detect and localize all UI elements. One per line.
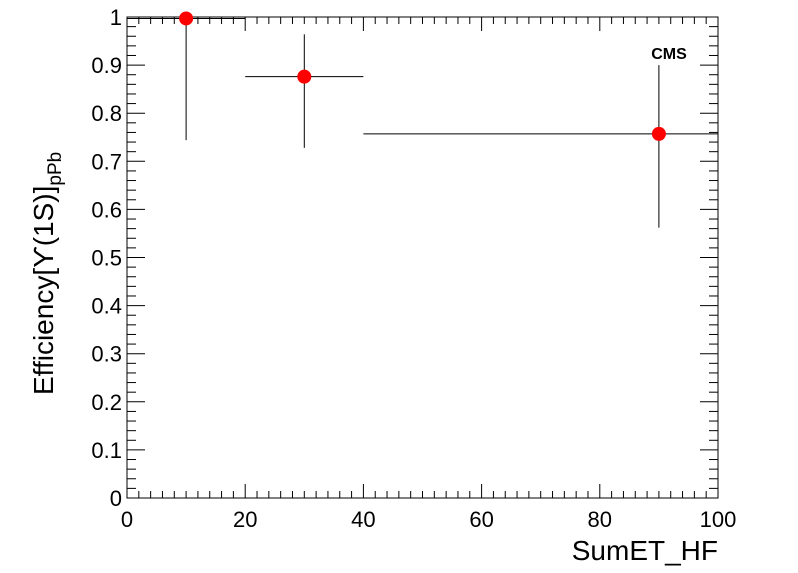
x-tick-label: 20	[233, 507, 257, 532]
x-tick-label: 100	[700, 507, 737, 532]
plot-frame	[126, 16, 719, 499]
y-tick-label: 0.5	[91, 246, 122, 271]
y-axis-title-subscript: pPb	[45, 152, 66, 186]
y-tick-label: 0.1	[91, 438, 122, 463]
y-axis-title: Efficiency[ϒ(1S)]pPb	[28, 152, 66, 395]
x-tick-label: 0	[121, 507, 133, 532]
y-tick-label: 0.6	[91, 197, 122, 222]
cms-label: CMS	[651, 46, 687, 63]
y-tick-label: 0	[110, 486, 122, 511]
data-point	[297, 69, 312, 84]
x-tick-label: 80	[588, 507, 612, 532]
y-axis-title-tail: (1S)]	[28, 186, 59, 247]
y-tick-label: 0.7	[91, 149, 122, 174]
y-axis-title-symbol: ϒ	[28, 246, 59, 268]
data-point	[179, 11, 194, 26]
y-tick-label: 0.4	[91, 294, 122, 319]
axis-ticks	[126, 16, 719, 499]
x-tick-label: 60	[469, 507, 493, 532]
data-markers	[179, 11, 666, 141]
error-bars	[127, 17, 718, 228]
x-axis-title: SumET_HF	[572, 535, 718, 566]
x-tick-labels: 0 20 40 60 80 100	[121, 507, 736, 532]
y-axis-title-main: Efficiency[	[28, 268, 59, 395]
y-tick-label: 0.8	[91, 101, 122, 126]
y-tick-labels: 0 0.1 0.2 0.3 0.4 0.5 0.6 0.7 0.8 0.9 1	[91, 5, 122, 511]
y-tick-label: 0.2	[91, 390, 122, 415]
y-tick-label: 0.3	[91, 342, 122, 367]
y-tick-label: 0.9	[91, 53, 122, 78]
x-tick-label: 40	[351, 507, 375, 532]
data-point	[651, 126, 666, 141]
y-tick-label: 1	[110, 5, 122, 30]
